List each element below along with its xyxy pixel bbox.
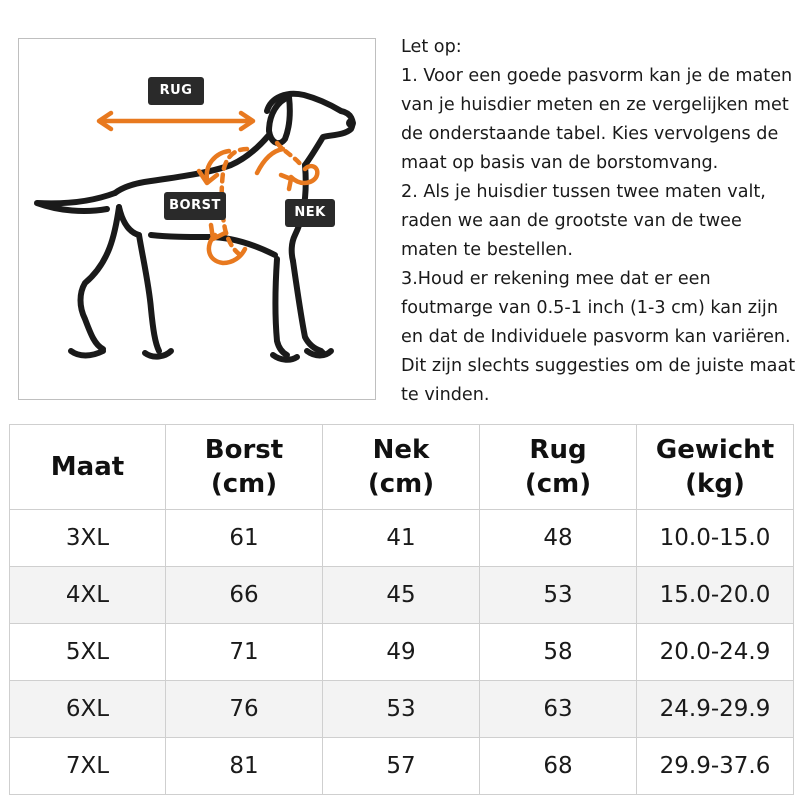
cell-rug: 48 xyxy=(479,509,637,567)
cell-maat: 7XL xyxy=(9,737,166,795)
cell-rug: 63 xyxy=(479,680,637,738)
header-nek: Nek (cm) xyxy=(322,424,480,510)
cell-gewicht: 15.0-20.0 xyxy=(636,566,794,624)
rug-label: RUG xyxy=(148,77,204,105)
notes-line: 2. Als je huisdier tussen twee maten val… xyxy=(401,182,766,202)
notes-line: foutmarge van 0.5-1 inch (1-3 cm) kan zi… xyxy=(401,298,778,318)
cell-maat: 5XL xyxy=(9,623,166,681)
sizing-notes: Let op: 1. Voor een goede pasvorm kan je… xyxy=(401,33,800,410)
cell-nek: 41 xyxy=(322,509,480,567)
cell-nek: 45 xyxy=(322,566,480,624)
notes-line: 3.Houd er rekening mee dat er een xyxy=(401,269,711,289)
borst-label: BORST xyxy=(164,192,226,220)
header-rug: Rug (cm) xyxy=(479,424,637,510)
cell-gewicht: 10.0-15.0 xyxy=(636,509,794,567)
notes-line: 1. Voor een goede pasvorm kan je de mate… xyxy=(401,66,793,86)
table-header-row: Maat Borst (cm) Nek (cm) Rug (cm) Gewicht (k… xyxy=(9,424,794,510)
header-borst: Borst (cm) xyxy=(165,424,323,510)
cell-gewicht: 24.9-29.9 xyxy=(636,680,794,738)
cell-gewicht: 20.0-24.9 xyxy=(636,623,794,681)
dog-measurement-diagram: RUG BORST NEK xyxy=(18,38,376,400)
cell-borst: 61 xyxy=(165,509,323,567)
cell-rug: 53 xyxy=(479,566,637,624)
cell-maat: 3XL xyxy=(9,509,166,567)
cell-maat: 6XL xyxy=(9,680,166,738)
cell-borst: 71 xyxy=(165,623,323,681)
nek-label: NEK xyxy=(285,199,335,227)
cell-nek: 57 xyxy=(322,737,480,795)
notes-heading: Let op: xyxy=(401,37,462,57)
notes-line: maten te bestellen. xyxy=(401,240,573,260)
cell-borst: 76 xyxy=(165,680,323,738)
size-table: Maat Borst (cm) Nek (cm) Rug (cm) Gewicht (k… xyxy=(9,424,794,795)
cell-maat: 4XL xyxy=(9,566,166,624)
cell-gewicht: 29.9-37.6 xyxy=(636,737,794,795)
cell-borst: 81 xyxy=(165,737,323,795)
notes-line: en dat de Individuele pasvorm kan variër… xyxy=(401,327,791,347)
notes-line: raden we aan de grootste van de twee xyxy=(401,211,742,231)
cell-nek: 53 xyxy=(322,680,480,738)
notes-line: te vinden. xyxy=(401,385,490,405)
header-gewicht: Gewicht (kg) xyxy=(636,424,794,510)
table-row: 5XL 71 49 58 20.0-24.9 xyxy=(9,623,794,681)
dog-outline-icon xyxy=(34,90,356,363)
notes-line: maat op basis van de borstomvang. xyxy=(401,153,719,173)
cell-nek: 49 xyxy=(322,623,480,681)
table-row: 6XL 76 53 63 24.9-29.9 xyxy=(9,680,794,738)
table-row: 3XL 61 41 48 10.0-15.0 xyxy=(9,509,794,567)
cell-rug: 68 xyxy=(479,737,637,795)
cell-rug: 58 xyxy=(479,623,637,681)
notes-line: Dit zijn slechts suggesties om de juiste… xyxy=(401,356,796,376)
notes-line: van je huisdier meten en ze vergelijken … xyxy=(401,95,789,115)
cell-borst: 66 xyxy=(165,566,323,624)
table-row: 7XL 81 57 68 29.9-37.6 xyxy=(9,737,794,795)
header-maat: Maat xyxy=(9,424,166,510)
notes-line: de onderstaande tabel. Kies vervolgens d… xyxy=(401,124,779,144)
table-row: 4XL 66 45 53 15.0-20.0 xyxy=(9,566,794,624)
